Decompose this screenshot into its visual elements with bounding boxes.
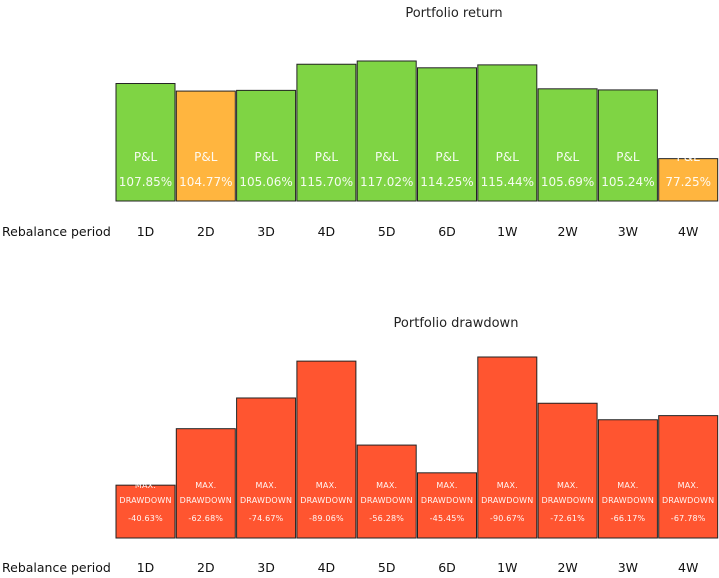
return-bar-6D [417, 67, 477, 202]
drawdown-value-label-1D: -40.63% [128, 514, 163, 523]
drawdown-bar-label-line1-2D: MAX. [195, 481, 216, 490]
drawdown-bar-label-line2-5D: DRAWDOWN [361, 496, 413, 505]
return-value-label-3D: 105.06% [239, 175, 292, 189]
drawdown-bar-1W [477, 356, 538, 539]
return-value-label-1W: 115.44% [481, 175, 534, 189]
drawdown-category-6D: 6D [438, 560, 456, 575]
drawdown-bar-1D [115, 484, 176, 539]
return-category-2W: 2W [557, 224, 577, 239]
return-value-label-4W: 77.25% [665, 175, 711, 189]
drawdown-bar-label-line1-1W: MAX. [497, 481, 518, 490]
return-bar-label-2W: P&L [556, 150, 580, 164]
return-bar-1D [115, 83, 176, 202]
drawdown-bar-label-line1-3W: MAX. [617, 481, 638, 490]
drawdown-bar-label-line2-2D: DRAWDOWN [180, 496, 232, 505]
return-category-1D: 1D [137, 224, 155, 239]
drawdown-bar-4D [296, 360, 357, 539]
drawdown-category-4D: 4D [318, 560, 336, 575]
drawdown-bar-label-line2-3D: DRAWDOWN [240, 496, 292, 505]
return-value-label-4D: 115.70% [300, 175, 353, 189]
chart-title: Portfolio return [405, 6, 502, 21]
drawdown-category-2D: 2D [197, 560, 215, 575]
return-bar-label-6D: P&L [435, 150, 459, 164]
drawdown-value-label-5D: -56.28% [369, 514, 404, 523]
drawdown-value-label-2W: -72.61% [550, 514, 585, 523]
return-bar-4D [296, 63, 357, 202]
drawdown-bar-label-line2-2W: DRAWDOWN [541, 496, 593, 505]
drawdown-row-label: Rebalance period [2, 560, 111, 575]
drawdown-bar-label-line2-6D: DRAWDOWN [421, 496, 473, 505]
drawdown-category-1D: 1D [137, 560, 155, 575]
drawdown-bar-label-line2-4W: DRAWDOWN [662, 496, 714, 505]
drawdown-bar-label-line2-1W: DRAWDOWN [481, 496, 533, 505]
chart-title: Portfolio drawdown [394, 316, 519, 331]
return-bar-label-5D: P&L [375, 150, 399, 164]
return-bar-1W [477, 64, 538, 202]
return-value-label-2D: 104.77% [179, 175, 232, 189]
return-bar-3W [597, 89, 658, 202]
drawdown-bar-6D [417, 472, 477, 539]
return-bar-label-1W: P&L [496, 150, 520, 164]
return-bar-label-4D: P&L [315, 150, 339, 164]
drawdown-bar-label-line1-6D: MAX. [436, 481, 457, 490]
return-category-4W: 4W [678, 224, 698, 239]
return-value-label-3W: 105.24% [601, 175, 654, 189]
return-bar-4W [658, 158, 719, 202]
return-bar-label-1D: P&L [134, 150, 158, 164]
return-value-label-2W: 105.69% [541, 175, 594, 189]
drawdown-category-5D: 5D [378, 560, 396, 575]
drawdown-bar-label-line1-5D: MAX. [376, 481, 397, 490]
drawdown-bar-label-line2-4D: DRAWDOWN [300, 496, 352, 505]
return-value-label-5D: 117.02% [360, 175, 413, 189]
drawdown-bar-label-line1-1D: MAX. [135, 481, 156, 490]
return-bar-label-3D: P&L [254, 150, 278, 164]
drawdown-bar-2W [537, 402, 598, 539]
portfolio-drawdown-chart: Portfolio drawdown MAX. DRAWDOWN -40.63% 1D M… [2, 316, 719, 575]
return-bar-3D [236, 89, 297, 202]
return-row-label: Rebalance period [2, 224, 111, 239]
drawdown-bar-label-line2-3W: DRAWDOWN [602, 496, 654, 505]
return-category-3W: 3W [618, 224, 638, 239]
return-bar-5D [356, 60, 417, 202]
drawdown-bar-label-line1-4W: MAX. [678, 481, 699, 490]
drawdown-value-label-3W: -66.17% [611, 514, 646, 523]
drawdown-category-4W: 4W [678, 560, 698, 575]
return-category-4D: 4D [318, 224, 336, 239]
drawdown-value-label-4D: -89.06% [309, 514, 344, 523]
drawdown-bar-label-line1-4D: MAX. [316, 481, 337, 490]
return-value-label-1D: 107.85% [119, 175, 172, 189]
drawdown-category-1W: 1W [497, 560, 517, 575]
return-category-6D: 6D [438, 224, 456, 239]
drawdown-value-label-4W: -67.78% [671, 514, 706, 523]
return-category-2D: 2D [197, 224, 215, 239]
drawdown-bar-2D [175, 428, 236, 539]
return-bar-label-3W: P&L [616, 150, 640, 164]
drawdown-value-label-1W: -90.67% [490, 514, 525, 523]
drawdown-value-label-2D: -62.68% [188, 514, 223, 523]
drawdown-bar-3W [597, 419, 658, 539]
drawdown-bar-label-line1-2W: MAX. [557, 481, 578, 490]
drawdown-bar-label-line2-1D: DRAWDOWN [119, 496, 171, 505]
drawdown-bar-5D [356, 444, 417, 539]
drawdown-category-2W: 2W [557, 560, 577, 575]
drawdown-bar-4W [658, 415, 719, 539]
portfolio-return-chart: Portfolio return P&L 107.85% 1D P&L 104.77% 2D… [2, 6, 719, 239]
return-category-3D: 3D [257, 224, 275, 239]
drawdown-value-label-3D: -74.67% [249, 514, 284, 523]
return-category-1W: 1W [497, 224, 517, 239]
drawdown-bar-3D [236, 397, 297, 539]
drawdown-value-label-6D: -45.45% [430, 514, 465, 523]
return-bar-2D [175, 90, 236, 202]
return-bar-label-4W: P&L [677, 150, 701, 164]
drawdown-category-3W: 3W [618, 560, 638, 575]
return-bar-label-2D: P&L [194, 150, 218, 164]
return-value-label-6D: 114.25% [420, 175, 473, 189]
drawdown-bar-label-line1-3D: MAX. [255, 481, 276, 490]
drawdown-category-3D: 3D [257, 560, 275, 575]
return-bar-2W [537, 88, 598, 202]
return-category-5D: 5D [378, 224, 396, 239]
